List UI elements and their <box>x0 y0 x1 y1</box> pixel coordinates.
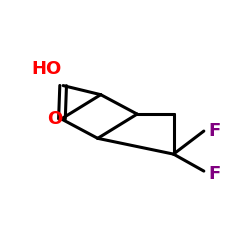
Text: O: O <box>47 110 62 128</box>
Text: F: F <box>208 122 221 140</box>
Text: F: F <box>208 165 221 183</box>
Text: HO: HO <box>31 60 61 78</box>
